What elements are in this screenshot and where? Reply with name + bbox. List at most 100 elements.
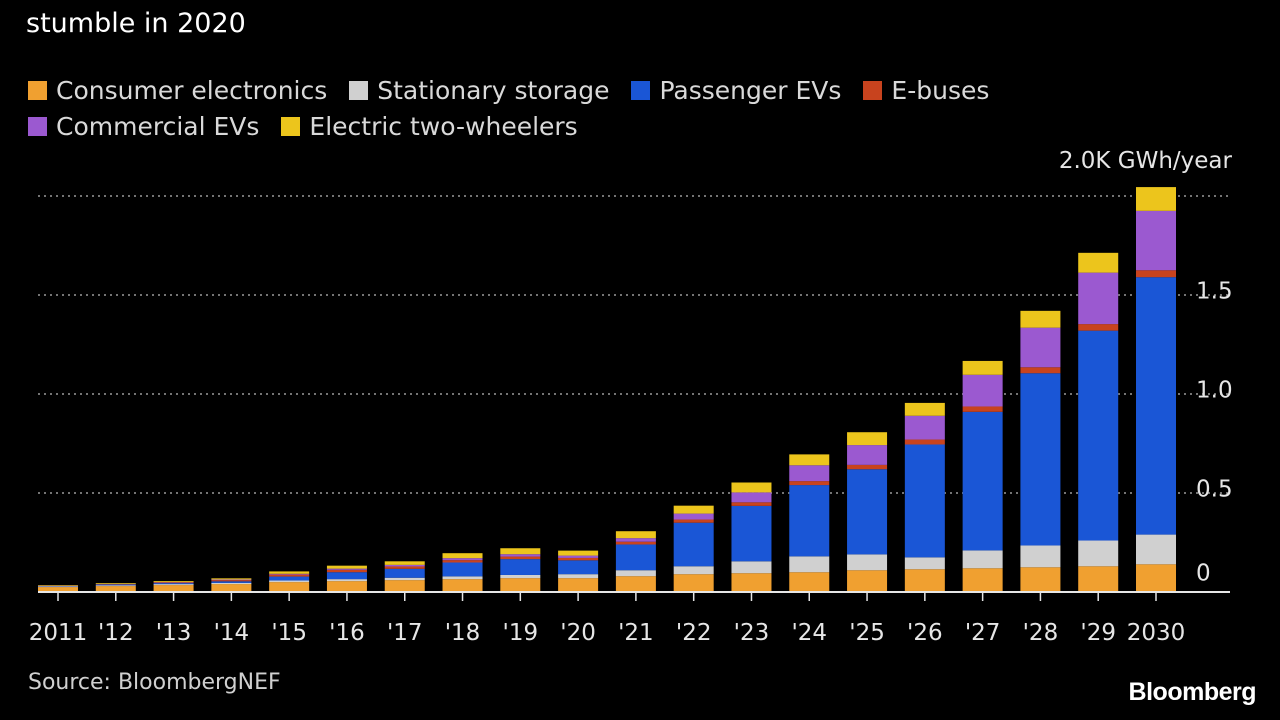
bar-segment-e-buses (211, 580, 252, 582)
legend-item-passenger-evs: Passenger EVs (631, 76, 841, 105)
x-tick-label: '26 (907, 620, 943, 646)
bar-segment-passenger-evs (269, 576, 310, 581)
legend-label: Stationary storage (377, 75, 610, 105)
x-tick-label: '25 (849, 620, 885, 646)
bar-segment-stationary-storage (731, 561, 772, 574)
bar-segment-passenger-evs (789, 485, 830, 557)
bar-segment-consumer-electronics (673, 574, 714, 592)
bar-segment-stationary-storage (1078, 540, 1119, 567)
bar-segment-e-buses (962, 406, 1003, 412)
bar-segment-commercial-evs (789, 465, 830, 482)
bar-segment-electric-two-wheelers (384, 561, 425, 565)
x-tick-label: '13 (156, 620, 192, 646)
bar-segment-e-buses (904, 439, 945, 445)
legend-item-stationary-storage: Stationary storage (349, 76, 609, 105)
bar-segment-e-buses (558, 557, 599, 561)
legend-item-e-buses: E-buses (863, 76, 989, 105)
y-unit-label: 2.0K GWh/year (1059, 148, 1233, 174)
bar-segment-consumer-electronics (442, 579, 483, 592)
bar-segment-stationary-storage (1136, 534, 1176, 565)
bar-segment-e-buses (269, 574, 310, 577)
bar-segment-stationary-storage (1020, 545, 1061, 568)
bar-segment-electric-two-wheelers (1078, 252, 1119, 273)
bar-segment-consumer-electronics (38, 587, 78, 592)
bar-segment-passenger-evs (1136, 277, 1176, 535)
legend-label: E-buses (891, 75, 990, 105)
bar-segment-electric-two-wheelers (95, 583, 136, 584)
bar-segment-e-buses (326, 569, 367, 573)
x-tick-label: '24 (791, 620, 827, 646)
bar-segment-consumer-electronics (615, 576, 656, 592)
legend: Consumer electronics Stationary storage … (28, 72, 1128, 144)
bar-segment-commercial-evs (211, 579, 252, 581)
bar-segment-commercial-evs (847, 445, 888, 465)
bar-segment-stationary-storage (847, 554, 888, 571)
bar-segment-passenger-evs (847, 469, 888, 555)
bar-segment-commercial-evs (1020, 327, 1061, 368)
bar-segment-stationary-storage (326, 579, 367, 582)
bar-segment-consumer-electronics (269, 582, 310, 592)
bar-segment-commercial-evs (384, 564, 425, 567)
bar-segment-e-buses (1136, 270, 1176, 278)
bar-segment-e-buses (615, 541, 656, 545)
legend-row-2: Commercial EVs Electric two-wheelers (28, 108, 1128, 144)
legend-item-consumer-electronics: Consumer electronics (28, 76, 327, 105)
x-tick-label: '28 (1023, 620, 1059, 646)
bar-segment-consumer-electronics (384, 580, 425, 592)
bar-segment-stationary-storage (384, 577, 425, 581)
bar-segment-consumer-electronics (1020, 567, 1061, 592)
bar-segment-stationary-storage (500, 574, 541, 579)
x-tick-label: '20 (560, 620, 596, 646)
bar-segment-consumer-electronics (1136, 564, 1176, 592)
bar-segment-e-buses (442, 560, 483, 563)
bar-segment-consumer-electronics (847, 570, 888, 592)
bar-segment-commercial-evs (558, 555, 599, 558)
legend-label: Electric two-wheelers (309, 111, 578, 141)
x-tick-label: '27 (965, 620, 1001, 646)
y-tick-label: 0 (1196, 561, 1211, 587)
x-tick-label: 2030 (1127, 620, 1186, 646)
bar-segment-commercial-evs (1078, 272, 1119, 325)
bar-segment-passenger-evs (904, 444, 945, 558)
bar-segment-passenger-evs (153, 583, 194, 585)
bar-segment-consumer-electronics (153, 585, 194, 592)
bar-segment-consumer-electronics (1078, 566, 1119, 592)
bar-segment-stationary-storage (615, 570, 656, 577)
bar-segment-commercial-evs (904, 415, 945, 440)
bar-segment-electric-two-wheelers (38, 585, 78, 586)
source-note: Source: BloombergNEF (28, 670, 281, 695)
bar-segment-e-buses (731, 502, 772, 506)
bar-segment-electric-two-wheelers (500, 548, 541, 555)
chart-title: stumble in 2020 (26, 8, 246, 39)
bar-segment-stationary-storage (789, 556, 830, 573)
legend-item-electric-two-wheelers: Electric two-wheelers (281, 111, 578, 141)
bar-segment-electric-two-wheelers (558, 550, 599, 556)
x-tick-label: '23 (734, 620, 770, 646)
legend-item-commercial-evs: Commercial EVs (28, 112, 259, 141)
bar-segment-e-buses (153, 582, 194, 584)
bar-segment-stationary-storage (211, 582, 252, 585)
bar-segment-electric-two-wheelers (442, 553, 483, 559)
legend-swatch (281, 116, 301, 136)
legend-swatch (28, 80, 47, 100)
bar-segment-commercial-evs (615, 538, 656, 542)
bar-segment-passenger-evs (326, 572, 367, 580)
x-tick-label: '18 (445, 620, 481, 646)
x-tick-label: '12 (98, 620, 134, 646)
bar-segment-passenger-evs (558, 560, 599, 575)
legend-swatch (863, 80, 883, 100)
legend-swatch (28, 116, 47, 136)
bar-segment-consumer-electronics (95, 586, 136, 592)
bar-segment-stationary-storage (904, 557, 945, 570)
bar-segment-e-buses (384, 566, 425, 569)
bar-segment-electric-two-wheelers (731, 482, 772, 493)
bloomberg-logo: Bloomberg (1128, 678, 1257, 706)
bar-segment-e-buses (847, 464, 888, 470)
x-tick-label: '17 (387, 620, 423, 646)
bar-segment-e-buses (1020, 367, 1061, 374)
bar-segment-electric-two-wheelers (269, 571, 310, 574)
bar-segment-passenger-evs (500, 559, 541, 575)
bar-segment-electric-two-wheelers (326, 565, 367, 569)
bar-segment-stationary-storage (558, 574, 599, 579)
